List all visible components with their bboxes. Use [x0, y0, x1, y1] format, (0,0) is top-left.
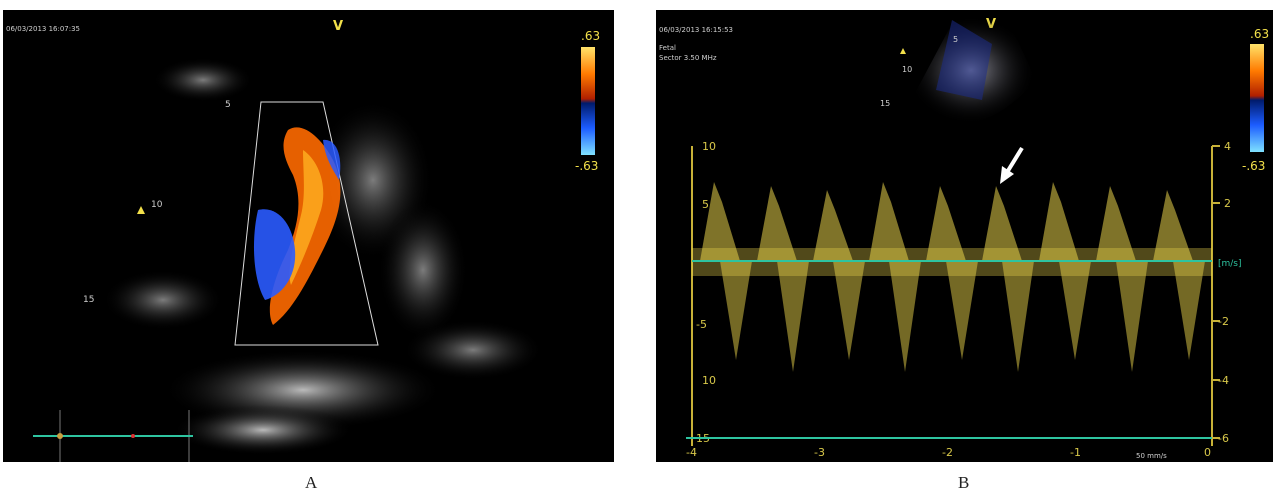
tissue-region — [378, 200, 468, 340]
focus-marker — [137, 206, 145, 214]
thumbnail-color-box — [936, 20, 992, 100]
doppler-reverse-envelope — [720, 261, 752, 360]
echo-color-doppler-image: .63 -.63 06/03/2013 16:07:35 V 5 10 15 — [3, 10, 614, 462]
panel-b-canvas: 06/03/2013 16:15:53 Fetal Sector 3.50 MH… — [659, 16, 1269, 460]
time-tick: 0 — [1204, 446, 1211, 459]
doppler-reverse-envelope — [889, 261, 921, 372]
doppler-forward-envelope — [982, 186, 1022, 261]
doppler-forward-envelope — [869, 182, 909, 261]
scale-bottom-label: -.63 — [575, 159, 598, 173]
time-tick: -1 — [1070, 446, 1081, 459]
ecg-dot — [57, 433, 63, 439]
depth-5: 5 — [953, 35, 958, 44]
color-flow-blue — [253, 209, 296, 300]
ecg-dot — [131, 434, 135, 438]
right-tick: -6 — [1218, 432, 1229, 445]
depth-15: 15 — [83, 295, 94, 305]
right-tick: 4 — [1224, 140, 1231, 153]
scale-bottom-label: -.63 — [1242, 159, 1265, 173]
panel-a-canvas: .63 -.63 06/03/2013 16:07:35 V 5 10 15 — [6, 19, 600, 462]
left-tick: 10 — [702, 140, 716, 153]
panel-b-caption: B — [958, 473, 970, 492]
doppler-forward-envelope — [757, 186, 797, 261]
doppler-forward-envelope — [700, 182, 740, 261]
left-tick: 5 — [702, 198, 709, 211]
arrow-icon — [1000, 146, 1024, 184]
time-tick: -4 — [686, 446, 697, 459]
probe-frequency: Sector 3.50 MHz — [659, 54, 717, 62]
right-tick: -2 — [1218, 315, 1229, 328]
doppler-reverse-envelope — [946, 261, 978, 360]
marker-label: V — [333, 19, 343, 34]
doppler-reverse-envelope — [777, 261, 809, 372]
sweep-speed: 50 mm/s — [1136, 452, 1167, 460]
tissue-region — [103, 270, 223, 330]
doppler-reverse-envelope — [1059, 261, 1091, 360]
preset-label: Fetal — [659, 44, 676, 52]
doppler-forward-envelope — [1096, 186, 1136, 261]
depth-10: 10 — [151, 200, 163, 210]
doppler-reverse-envelope — [1002, 261, 1034, 372]
tissue-region — [403, 320, 543, 380]
timestamp: 06/03/2013 16:15:53 — [659, 26, 733, 34]
doppler-reverse-envelope — [1173, 261, 1205, 360]
color-flow-yellow — [289, 150, 324, 285]
time-tick: -3 — [814, 446, 825, 459]
focus-marker — [900, 48, 906, 54]
depth-5: 5 — [225, 100, 231, 110]
unit-label: [m/s] — [1218, 259, 1242, 269]
echo-spectral-doppler-image: 06/03/2013 16:15:53 Fetal Sector 3.50 MH… — [656, 10, 1273, 462]
color-flow-blue — [323, 139, 341, 180]
left-tick: 10 — [702, 374, 716, 387]
doppler-forward-envelope — [1039, 182, 1079, 261]
depth-10: 10 — [902, 65, 912, 74]
tissue-region — [153, 58, 253, 102]
depth-15: 15 — [880, 99, 890, 108]
doppler-reverse-envelope — [833, 261, 865, 360]
color-scale-bar — [1250, 44, 1264, 152]
panel-a-caption: A — [305, 473, 318, 492]
right-tick: 2 — [1224, 197, 1231, 210]
scale-top-label: .63 — [1250, 27, 1269, 41]
scale-top-label: .63 — [581, 29, 600, 43]
doppler-spectrum — [692, 182, 1212, 372]
time-tick: -2 — [942, 446, 953, 459]
doppler-forward-envelope — [1153, 190, 1193, 261]
left-tick: -5 — [696, 318, 707, 331]
timestamp: 06/03/2013 16:07:35 — [6, 25, 80, 33]
doppler-forward-envelope — [926, 186, 966, 261]
tissue-region — [173, 405, 353, 455]
doppler-forward-envelope — [813, 190, 853, 261]
doppler-reverse-envelope — [1116, 261, 1148, 372]
color-scale-bar — [581, 47, 595, 155]
right-tick: -4 — [1218, 374, 1229, 387]
color-box — [234, 101, 379, 346]
